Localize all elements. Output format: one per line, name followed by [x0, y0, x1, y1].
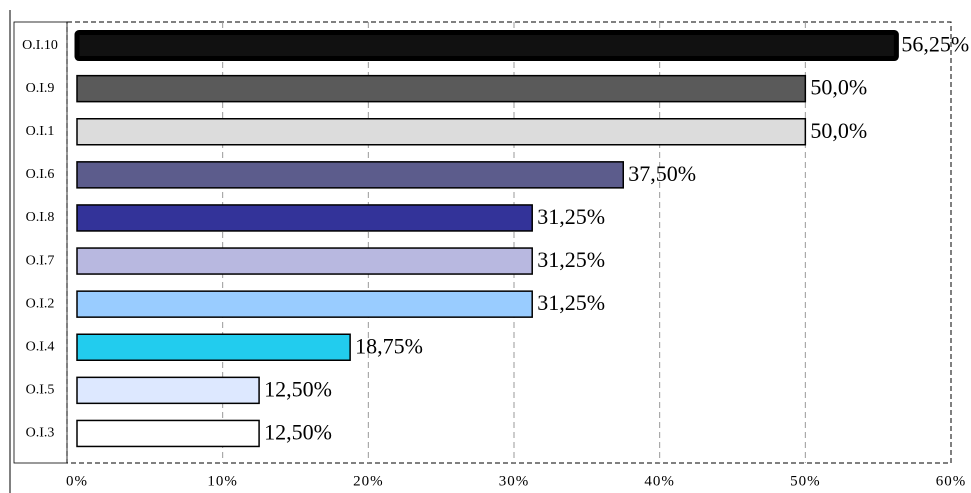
x-tick-label: 0%	[66, 473, 88, 489]
y-tick-label: O.I.3	[26, 426, 55, 441]
x-tick-label: 50%	[790, 473, 821, 489]
y-tick-label: O.I.5	[26, 383, 55, 398]
value-label: 18,75%	[355, 333, 423, 358]
y-tick-label: O.I.10	[22, 38, 58, 53]
x-tick-label: 30%	[499, 473, 530, 489]
value-label: 37,50%	[628, 161, 696, 186]
value-label: 50,0%	[810, 118, 867, 143]
value-label: 31,25%	[537, 247, 605, 272]
bar	[76, 376, 260, 405]
x-tick-label: 40%	[644, 473, 675, 489]
bar	[76, 419, 260, 448]
y-tick-label: O.I.8	[26, 210, 55, 225]
bar	[76, 290, 533, 318]
x-tick-label: 10%	[207, 473, 238, 489]
x-tick-label: 60%	[936, 473, 967, 489]
y-tick-label: O.I.6	[26, 167, 55, 182]
value-label: 50,0%	[810, 75, 867, 100]
y-tick-label: O.I.4	[26, 339, 55, 354]
x-tick-label: 20%	[353, 473, 384, 489]
bar	[76, 161, 624, 189]
plot-frame	[66, 21, 952, 464]
y-tick-label: O.I.2	[26, 296, 55, 311]
value-label: 12,50%	[264, 376, 332, 401]
category-box	[13, 21, 68, 464]
bar	[74, 30, 899, 62]
bar	[76, 333, 351, 361]
y-tick-label: O.I.1	[26, 124, 55, 139]
value-label: 31,25%	[537, 290, 605, 315]
value-label: 12,50%	[264, 419, 332, 444]
bar	[76, 118, 807, 146]
bar	[76, 74, 807, 103]
bar	[76, 204, 533, 232]
y-tick-label: O.I.7	[26, 253, 55, 268]
value-label: 56,25%	[901, 32, 969, 57]
bar	[76, 247, 533, 275]
y-tick-label: O.I.9	[26, 81, 55, 96]
value-label: 31,25%	[537, 204, 605, 229]
